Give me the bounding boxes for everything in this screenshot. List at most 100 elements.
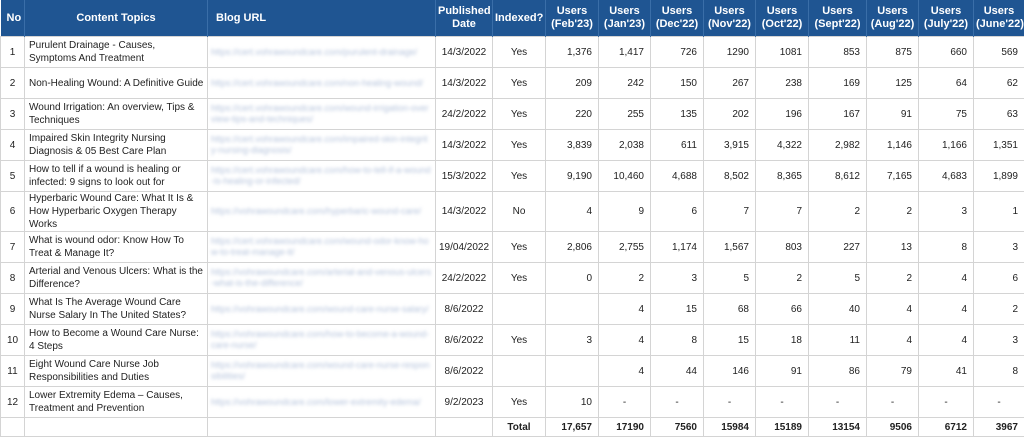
blog-url-link[interactable]: https://vohrawoundcare.com/lower-extremi… — [207, 386, 436, 418]
users-value: 1,166 — [918, 129, 974, 161]
users-value: 4 — [598, 355, 651, 387]
users-value: 150 — [650, 67, 704, 99]
total-value: 3967 — [973, 417, 1024, 437]
row-number: 3 — [0, 98, 25, 130]
total-value: 17190 — [598, 417, 651, 437]
header-month: Users (Sept'22) — [808, 0, 867, 37]
users-value: 7 — [755, 191, 809, 232]
total-value: 17,657 — [545, 417, 599, 437]
header-indexed: Indexed? — [492, 0, 546, 37]
users-value: 64 — [918, 67, 974, 99]
users-value: 569 — [973, 36, 1024, 68]
users-value: 220 — [545, 98, 599, 130]
table-row: 1 Purulent Drainage - Causes, Symptoms An… — [0, 36, 1024, 68]
users-value: 196 — [755, 98, 809, 130]
users-value: 2,982 — [808, 129, 867, 161]
table-row: 10 How to Become a Wound Care Nurse: 4 St… — [0, 324, 1024, 356]
published-date: 8/6/2022 — [435, 293, 493, 325]
users-value: 1,174 — [650, 231, 704, 263]
users-value: - — [973, 386, 1024, 418]
users-value: 4 — [866, 324, 919, 356]
users-value: 1 — [973, 191, 1024, 232]
content-topic: What is wound odor: Know How To Treat & … — [24, 231, 208, 263]
indexed-status — [492, 355, 546, 387]
blog-url-link[interactable]: https://cert.vohrawoundcare.com/how-to-t… — [207, 160, 436, 192]
users-value: 9 — [598, 191, 651, 232]
users-value: 4 — [545, 191, 599, 232]
users-value: 3 — [650, 262, 704, 294]
total-value: 15984 — [703, 417, 756, 437]
indexed-status: Yes — [492, 160, 546, 192]
row-number: 4 — [0, 129, 25, 161]
users-value: 1,376 — [545, 36, 599, 68]
table-row: 5 How to tell if a wound is healing or in… — [0, 160, 1024, 192]
users-value: 3,915 — [703, 129, 756, 161]
users-value: 1290 — [703, 36, 756, 68]
users-value: 91 — [866, 98, 919, 130]
total-label: Total — [492, 417, 546, 437]
users-value: - — [866, 386, 919, 418]
users-value: 62 — [973, 67, 1024, 99]
users-value: 8,612 — [808, 160, 867, 192]
header-content-topics: Content Topics — [24, 0, 208, 37]
users-value: 2,806 — [545, 231, 599, 263]
blog-url-link[interactable]: https://vohrawoundcare.com/hyperbaric-wo… — [207, 191, 436, 232]
header-month: Users (Jan'23) — [598, 0, 651, 37]
users-value: 8,365 — [755, 160, 809, 192]
users-value: 167 — [808, 98, 867, 130]
header-month: Users (Aug'22) — [866, 0, 919, 37]
users-value: 5 — [808, 262, 867, 294]
users-value: 4 — [918, 293, 974, 325]
total-value: 15189 — [755, 417, 809, 437]
users-value: 4 — [918, 324, 974, 356]
blog-url-link[interactable]: https://vohrawoundcare.com/wound-care-nu… — [207, 293, 436, 325]
users-value: 41 — [918, 355, 974, 387]
blog-url-link[interactable]: https://cert.vohrawoundcare.com/non-heal… — [207, 67, 436, 99]
users-value: 8 — [973, 355, 1024, 387]
users-value: 3 — [973, 324, 1024, 356]
row-number: 6 — [0, 191, 25, 232]
content-topic: Impaired Skin Integrity Nursing Diagnosi… — [24, 129, 208, 161]
total-blank-cell — [207, 417, 436, 437]
blog-url-link[interactable]: https://vohrawoundcare.com/how-to-become… — [207, 324, 436, 356]
users-value: 0 — [545, 262, 599, 294]
users-value: 875 — [866, 36, 919, 68]
users-value: 75 — [918, 98, 974, 130]
users-value: 63 — [973, 98, 1024, 130]
indexed-status: Yes — [492, 67, 546, 99]
indexed-status — [492, 293, 546, 325]
users-value: 4 — [598, 293, 651, 325]
header-month: Users (Oct'22) — [755, 0, 809, 37]
published-date: 19/04/2022 — [435, 231, 493, 263]
users-value: 135 — [650, 98, 704, 130]
blog-url-link[interactable]: https://cert.vohrawoundcare.com/wound-ir… — [207, 98, 436, 130]
row-number: 5 — [0, 160, 25, 192]
users-value: 242 — [598, 67, 651, 99]
users-value: 853 — [808, 36, 867, 68]
blog-url-link[interactable]: https://cert.vohrawoundcare.com/impaired… — [207, 129, 436, 161]
users-value: 10 — [545, 386, 599, 418]
table-row: 11 Eight Wound Care Nurse Job Responsibil… — [0, 355, 1024, 387]
users-value: 1081 — [755, 36, 809, 68]
indexed-status: Yes — [492, 262, 546, 294]
content-topic: How to Become a Wound Care Nurse: 4 Step… — [24, 324, 208, 356]
users-value: 2,038 — [598, 129, 651, 161]
total-row: Total 17,657 17190 7560 15984 15189 13154 9506 6… — [0, 417, 1024, 437]
users-value: 15 — [703, 324, 756, 356]
blog-url-link[interactable]: https://cert.vohrawoundcare.com/purulent… — [207, 36, 436, 68]
users-value: 202 — [703, 98, 756, 130]
total-value: 6712 — [918, 417, 974, 437]
users-value: 66 — [755, 293, 809, 325]
users-value: 18 — [755, 324, 809, 356]
content-topic: How to tell if a wound is healing or inf… — [24, 160, 208, 192]
blog-url-link[interactable]: https://vohrawoundcare.com/arterial-and-… — [207, 262, 436, 294]
users-value: 44 — [650, 355, 704, 387]
row-number: 10 — [0, 324, 25, 356]
users-value: - — [598, 386, 651, 418]
blog-url-link[interactable]: https://cert.vohrawoundcare.com/wound-od… — [207, 231, 436, 263]
blog-url-link[interactable]: https://vohrawoundcare.com/wound-care-nu… — [207, 355, 436, 387]
users-value: 2 — [973, 293, 1024, 325]
total-blank-cell — [24, 417, 208, 437]
row-number: 9 — [0, 293, 25, 325]
